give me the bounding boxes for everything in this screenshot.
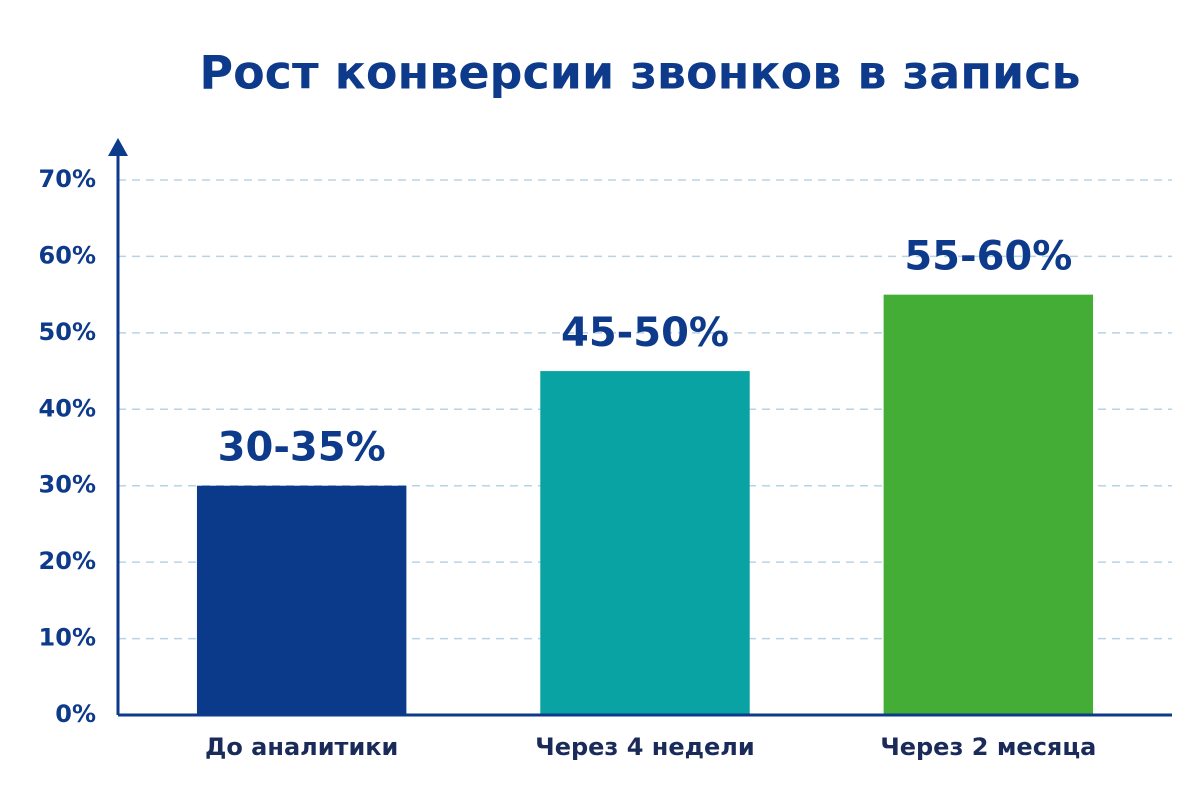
- y-tick-label: 40%: [39, 394, 96, 422]
- y-tick-label: 0%: [55, 700, 96, 728]
- chart-title: Рост конверсии звонков в запись: [199, 46, 1080, 100]
- value-label: 45-50%: [561, 310, 729, 356]
- y-tick-label: 60%: [39, 241, 96, 269]
- y-tick-label: 10%: [39, 624, 96, 652]
- bar: [540, 371, 750, 715]
- bar: [196, 485, 407, 715]
- x-tick-label: Через 2 месяца: [880, 733, 1096, 761]
- value-label: 30-35%: [218, 425, 386, 471]
- plot: 0% 10% 20% 30% 40% 50% 60% 70% До аналитики 30-35…: [39, 165, 1172, 761]
- bar: [883, 294, 1094, 715]
- value-label: 55-60%: [904, 234, 1072, 280]
- y-tick-label: 30%: [39, 471, 96, 499]
- y-tick-label: 20%: [39, 547, 96, 575]
- x-tick-label: Через 4 недели: [535, 733, 754, 761]
- x-tick-label: До аналитики: [205, 733, 398, 761]
- y-tick-label: 50%: [39, 318, 96, 346]
- y-tick-label: 70%: [39, 165, 96, 193]
- y-axis-arrow: [108, 138, 128, 156]
